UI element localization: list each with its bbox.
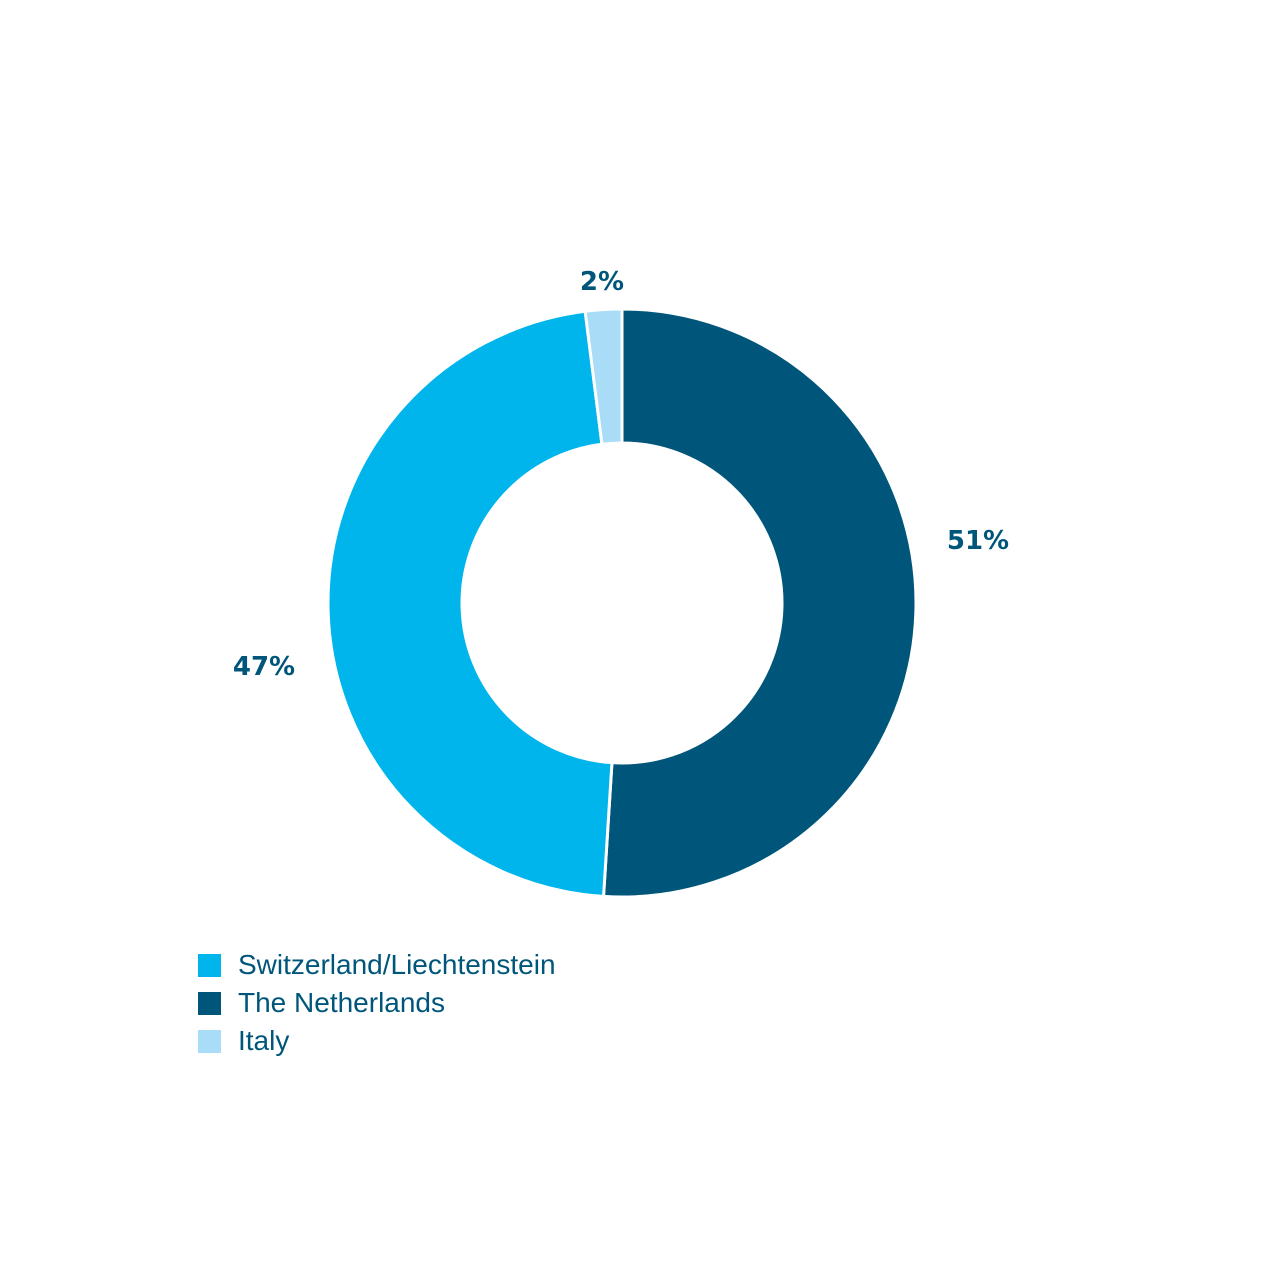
legend-label: The Netherlands <box>238 987 446 1018</box>
slice-the-netherlands <box>601 307 918 899</box>
data-label-italy: 2% <box>580 267 624 297</box>
legend-item-italy: Italy <box>198 1022 556 1060</box>
slice-labels: 51% 47% 2% <box>233 267 1009 682</box>
donut-slices <box>326 307 918 899</box>
chart-legend: Switzerland/Liechtenstein The Netherlands… <box>198 946 556 1060</box>
slice-switzerland-liechtenstein <box>326 309 614 899</box>
legend-label: Switzerland/Liechtenstein <box>238 949 556 980</box>
legend-swatch <box>198 1029 221 1053</box>
data-label-the-netherlands: 51% <box>947 526 1009 556</box>
slice-italy <box>583 307 624 446</box>
data-label-switzerland-liechtenstein: 47% <box>233 652 295 682</box>
legend-swatch <box>198 953 221 977</box>
legend-item-the-netherlands: The Netherlands <box>198 984 556 1022</box>
legend-item-switzerland-liechtenstein: Switzerland/Liechtenstein <box>198 946 556 984</box>
legend-swatch <box>198 991 221 1015</box>
legend-label: Italy <box>238 1025 290 1056</box>
